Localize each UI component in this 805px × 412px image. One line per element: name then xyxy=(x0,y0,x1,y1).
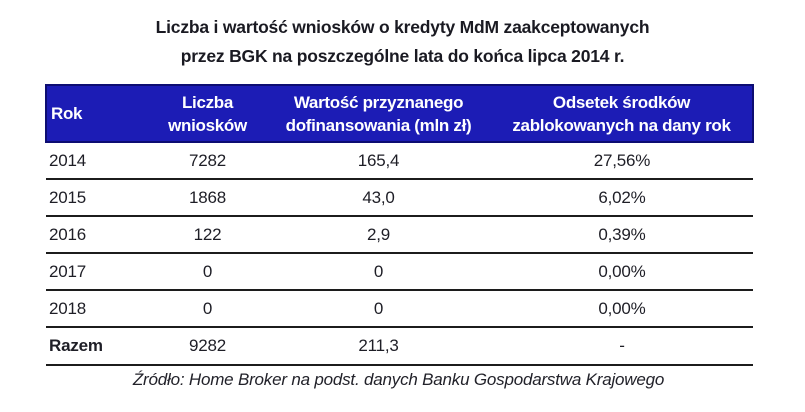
cell-liczba-wnioskow: 0 xyxy=(149,253,266,291)
figure-title-line2: przez BGK na poszczególne lata do końca … xyxy=(180,46,625,66)
cell-odsetek-srodkow: 6,02% xyxy=(491,179,753,217)
table-row: 2016 122 2,9 0,39% xyxy=(46,216,753,254)
cell-rok: Razem xyxy=(46,327,149,366)
cell-rok: 2014 xyxy=(46,142,149,180)
cell-rok: 2015 xyxy=(46,179,149,217)
table-row: 2017 0 0 0,00% xyxy=(46,253,753,291)
cell-odsetek-srodkow: 27,56% xyxy=(491,142,753,180)
header-wartosc-dofinansowania: Wartość przyznanego dofinansowania (mln … xyxy=(266,84,491,143)
figure-title: Liczba i wartość wniosków o kredyty MdM … xyxy=(0,13,805,71)
table-body: 2014 7282 165,4 27,56% 2015 1868 43,0 6,02% 2016… xyxy=(46,142,753,366)
cell-wartosc-dofinansowania: 165,4 xyxy=(266,142,491,180)
cell-odsetek-srodkow: - xyxy=(491,327,753,366)
cell-rok: 2016 xyxy=(46,216,149,254)
figure-title-line1: Liczba i wartość wniosków o kredyty MdM … xyxy=(155,17,650,37)
table-row: 2018 0 0 0,00% xyxy=(46,290,753,328)
header-liczba-wnioskow: Liczba wniosków xyxy=(149,84,266,143)
cell-odsetek-srodkow: 0,39% xyxy=(491,216,753,254)
cell-wartosc-dofinansowania: 2,9 xyxy=(266,216,491,254)
table-row: 2015 1868 43,0 6,02% xyxy=(46,179,753,217)
cell-liczba-wnioskow: 122 xyxy=(149,216,266,254)
cell-liczba-wnioskow: 9282 xyxy=(149,327,266,366)
table-header: Rok Liczba wniosków Wartość przyznanego … xyxy=(45,84,754,143)
total-row: Razem 9282 211,3- xyxy=(46,327,753,366)
cell-wartosc-dofinansowania: 43,0 xyxy=(266,179,491,217)
header-rok: Rok xyxy=(45,84,149,143)
cell-wartosc-dofinansowania: 211,3 xyxy=(266,327,491,366)
cell-wartosc-dofinansowania: 0 xyxy=(266,290,491,328)
cell-odsetek-srodkow: 0,00% xyxy=(491,290,753,328)
table-row: 2014 7282 165,4 27,56% xyxy=(46,142,753,180)
cell-rok: 2017 xyxy=(46,253,149,291)
cell-odsetek-srodkow: 0,00% xyxy=(491,253,753,291)
header-odsetek-srodkow: Odsetek środków zablokowanych na dany ro… xyxy=(491,84,754,143)
cell-wartosc-dofinansowania: 0 xyxy=(266,253,491,291)
header-row: Rok Liczba wniosków Wartość przyznanego … xyxy=(45,84,754,143)
data-table: Rok Liczba wniosków Wartość przyznanego … xyxy=(45,84,754,366)
cell-liczba-wnioskow: 7282 xyxy=(149,142,266,180)
cell-rok: 2018 xyxy=(46,290,149,328)
source-note: Źródło: Home Broker na podst. danych Ban… xyxy=(132,370,665,389)
cell-liczba-wnioskow: 0 xyxy=(149,290,266,328)
cell-liczba-wnioskow: 1868 xyxy=(149,179,266,217)
